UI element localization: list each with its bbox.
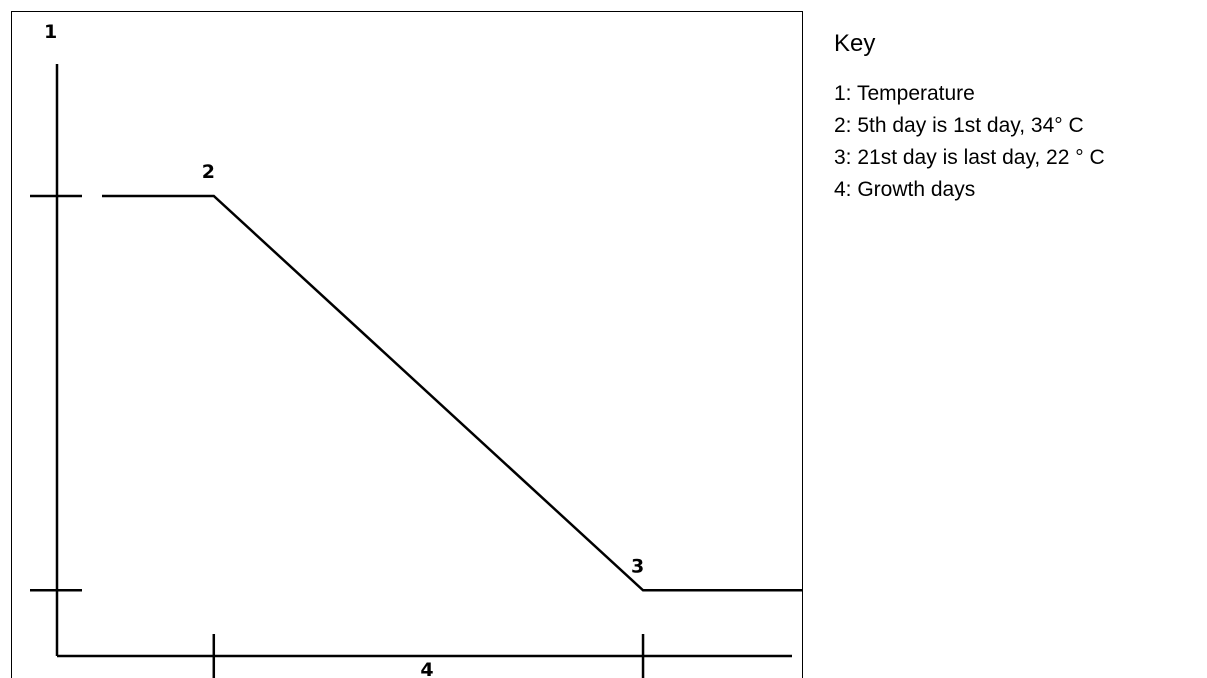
key-item: 3: 21st day is last day, 22 ° C bbox=[834, 146, 1105, 169]
temperature-chart: 1 4 23 bbox=[30, 21, 802, 678]
x-ticks bbox=[212, 634, 645, 678]
y-axis-label: 1 bbox=[44, 21, 57, 43]
x-axis-label: 4 bbox=[420, 659, 433, 678]
point-annotation: 3 bbox=[631, 555, 644, 577]
annotations: 23 bbox=[202, 161, 644, 577]
key-item: 1: Temperature bbox=[834, 82, 975, 105]
point-annotation: 2 bbox=[202, 161, 215, 183]
key-item: 2: 5th day is 1st day, 34° C bbox=[834, 114, 1084, 137]
key-item: 4: Growth days bbox=[834, 178, 976, 201]
y-ticks bbox=[30, 194, 82, 592]
temperature-line bbox=[102, 194, 802, 592]
key-title: Key bbox=[834, 30, 876, 57]
key-list: 1: Temperature 2: 5th day is 1st day, 34°… bbox=[834, 78, 1204, 206]
key-panel: Key 1: Temperature 2: 5th day is 1st day,… bbox=[834, 28, 1204, 206]
